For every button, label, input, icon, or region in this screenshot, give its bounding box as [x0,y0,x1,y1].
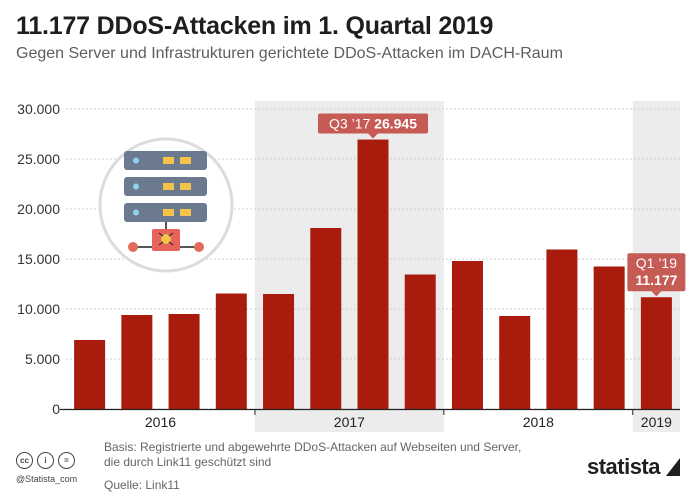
drive-icon [163,209,174,216]
x-year-label: 2018 [523,414,554,430]
server-led-icon [133,157,139,164]
source-note: Quelle: Link11 [104,478,180,492]
bar-q4-2017[interactable] [404,274,436,410]
bar-q1-2019[interactable] [640,297,672,409]
license-icons[interactable]: cc i = [16,452,75,469]
statista-logo[interactable]: statista [587,454,682,480]
bar-q1-2017[interactable] [263,294,295,409]
x-year-label: 2019 [641,414,672,430]
annotation-box [318,113,428,134]
bar-q3-2018[interactable] [546,249,578,410]
network-node-icon [128,242,138,252]
annotation-box [627,253,686,292]
drive-icon [180,183,191,190]
drive-icon [163,157,174,164]
bar-q2-2016[interactable] [121,315,153,409]
footer: cc i = @Statista_com Basis: Registrierte… [0,432,700,499]
bar-q3-2016[interactable] [168,314,200,409]
y-tick-label: 10.000 [17,301,60,317]
y-tick-label: 25.000 [17,151,60,167]
bar-q1-2018[interactable] [451,261,483,409]
basis-note: Basis: Registrierte und abgewehrte DDoS-… [104,440,522,469]
statista-handle[interactable]: @Statista_com [16,474,78,484]
annotation-label: Q3 ’17 26.945 [329,116,417,132]
chart-title: 11.177 DDoS-Attacken im 1. Quartal 2019 [16,12,494,40]
chart-subtitle: Gegen Server und Infrastrukturen gericht… [16,45,563,62]
statista-logo-icon [666,458,680,476]
bar-q2-2017[interactable] [310,228,342,409]
bar-q2-2018[interactable] [499,316,531,409]
annotation-label: Q1 ’19 [636,255,677,271]
y-tick-label: 0 [52,401,60,417]
server-illustration [98,137,234,273]
bug-icon [161,234,171,244]
x-year-label: 2017 [334,414,365,430]
annotation-pointer [651,291,662,297]
no-derivatives-icon: = [58,452,75,469]
drive-icon [180,209,191,216]
bar-q3-2017[interactable] [357,139,389,410]
bar-q4-2016[interactable] [215,293,247,410]
cc-icon: cc [16,452,33,469]
bar-q1-2016[interactable] [74,340,106,409]
drive-icon [180,157,191,164]
annotation-value: 11.177 [635,272,677,288]
x-year-label: 2016 [145,414,176,430]
server-led-icon [133,183,139,190]
bar-q4-2018[interactable] [593,266,625,410]
server-led-icon [133,209,139,216]
y-tick-label: 5.000 [25,351,60,367]
y-tick-label: 15.000 [17,251,60,267]
brand-wordmark: statista [586,454,661,479]
y-tick-label: 20.000 [17,201,60,217]
bar-chart: 0 5.000 10.000 15.000 20.000 25.000 30.000 201… [17,101,686,432]
y-tick-label: 30.000 [17,101,60,117]
drive-icon [163,183,174,190]
annotation-pointer [368,133,378,139]
attribution-icon: i [37,452,54,469]
network-node-icon [194,242,204,252]
